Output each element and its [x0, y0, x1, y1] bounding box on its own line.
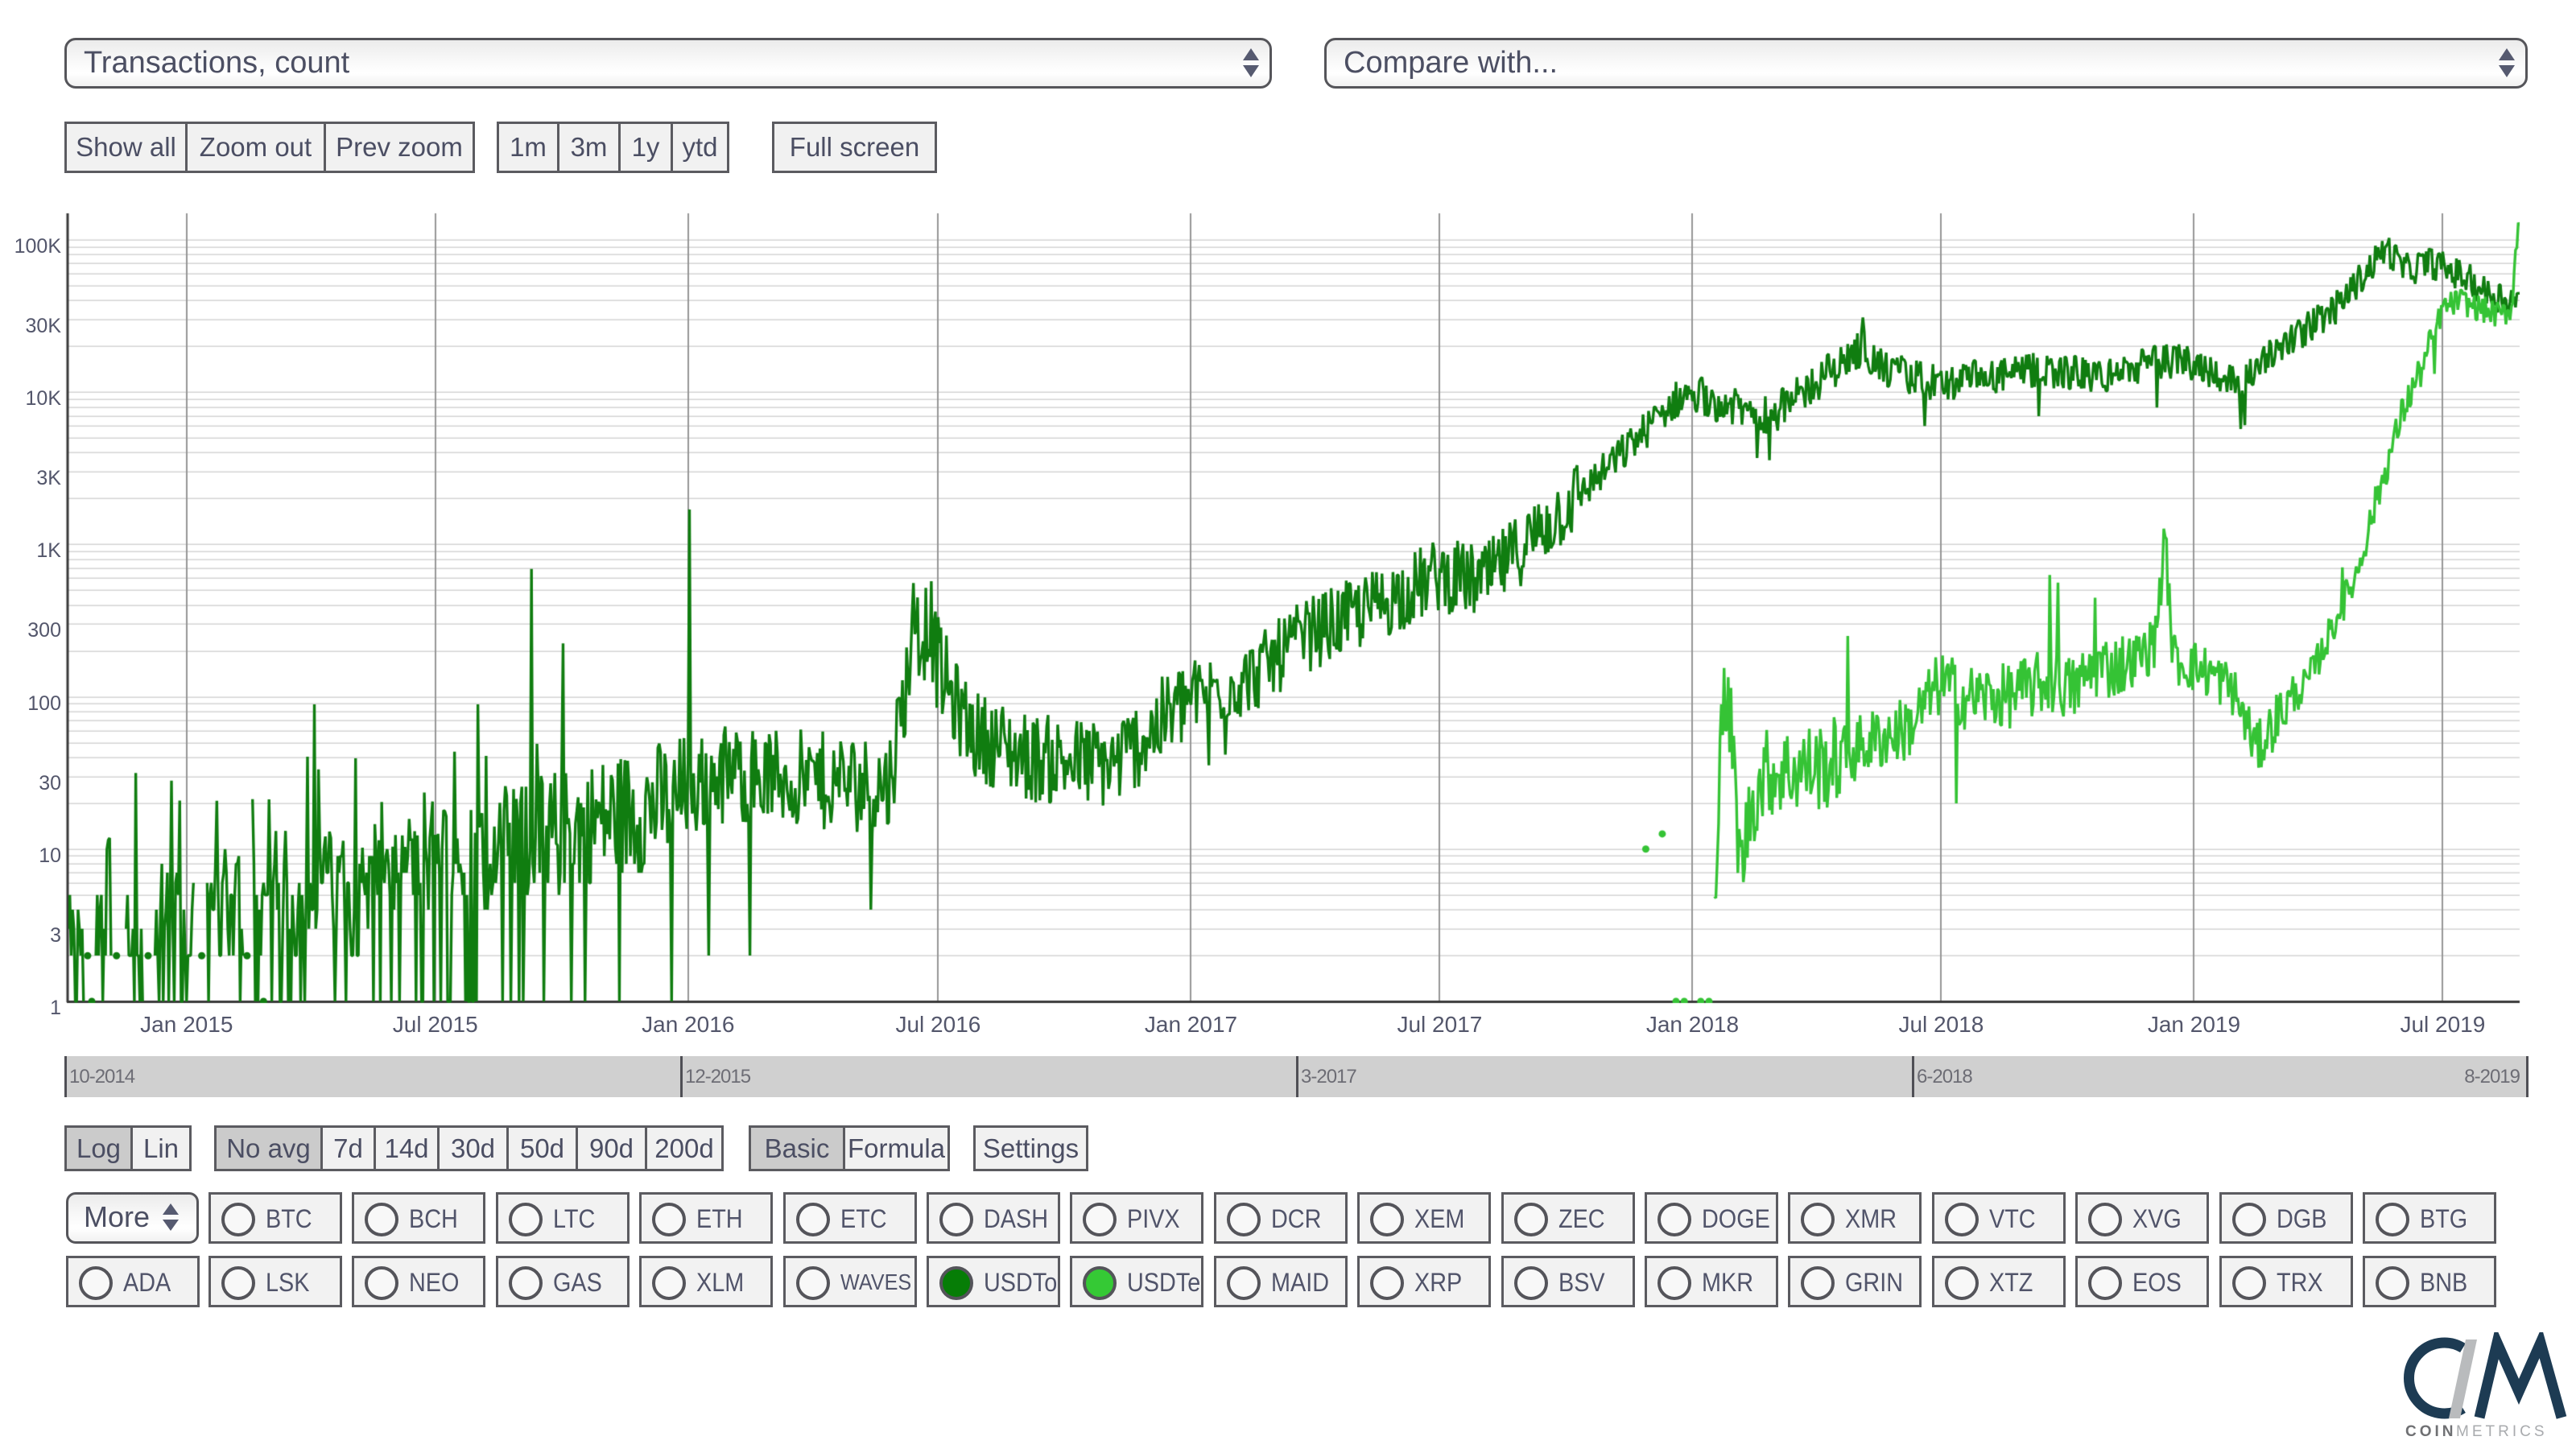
svg-text:METRICS: METRICS	[2456, 1423, 2548, 1440]
svg-text:COIN: COIN	[2405, 1423, 2457, 1440]
